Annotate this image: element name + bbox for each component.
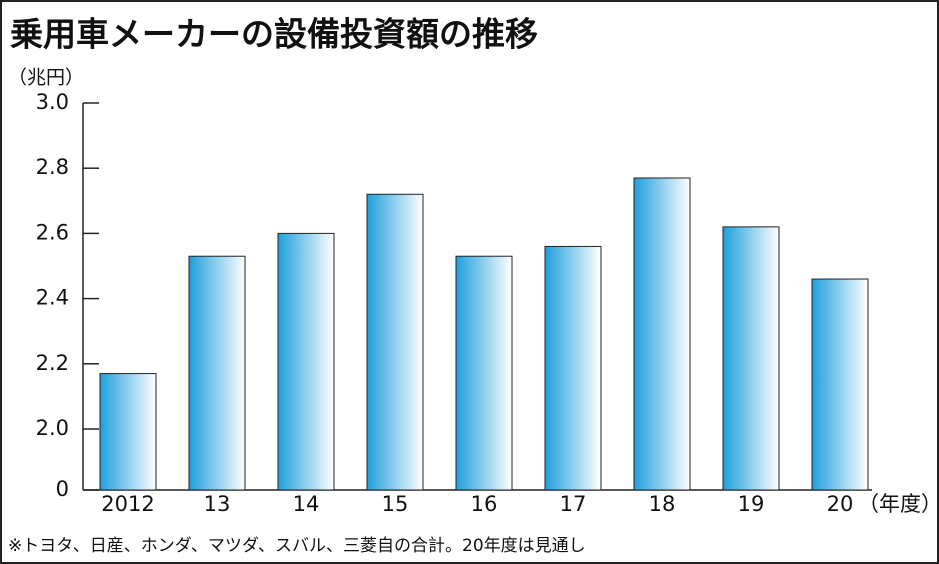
bar [99, 373, 157, 491]
x-tick-label: 20 [827, 492, 854, 516]
y-tick-label: 0 [56, 477, 69, 501]
x-tick-label: 2012 [101, 492, 154, 516]
footnote: ※トヨタ、日産、ホンダ、マツダ、スバル、三菱自の合計。20年度は見通し [8, 536, 586, 556]
bar [188, 255, 246, 491]
y-tick-label: 2.8 [36, 155, 69, 179]
bar [366, 193, 424, 491]
x-tick-label: 19 [738, 492, 765, 516]
bar [811, 278, 869, 491]
y-unit-label: （兆円） [8, 67, 84, 89]
x-tick-label: 16 [471, 492, 498, 516]
bar [455, 255, 513, 491]
bar [633, 177, 691, 491]
x-tick-label: 14 [293, 492, 320, 516]
y-tick-label: 2.2 [36, 351, 69, 375]
y-tick-label: 2.6 [36, 220, 69, 244]
chart-title: 乗用車メーカーの設備投資額の推移 [10, 15, 538, 54]
y-tick-label: 2.0 [36, 416, 69, 440]
x-unit-label: （年度） [858, 492, 939, 516]
y-tick-label: 2.4 [36, 286, 69, 310]
x-tick-label: 18 [649, 492, 676, 516]
x-tick-label: 13 [204, 492, 231, 516]
bar [277, 232, 335, 491]
x-tick-label: 15 [382, 492, 409, 516]
bar [544, 245, 602, 491]
bar [722, 226, 780, 491]
y-tick-label: 3.0 [36, 90, 69, 114]
x-tick-label: 17 [560, 492, 587, 516]
